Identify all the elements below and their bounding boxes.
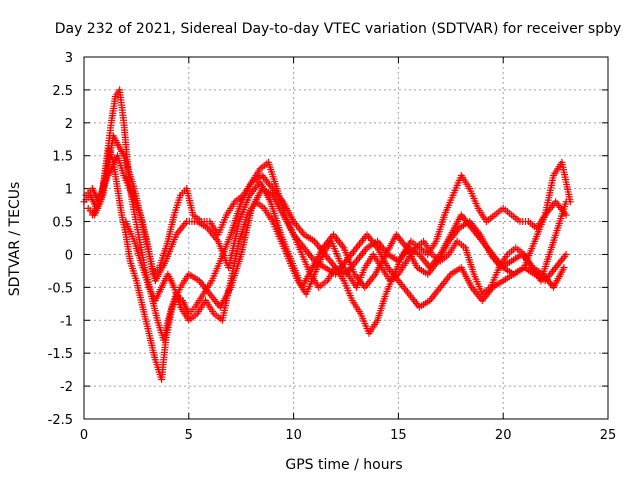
y-tick-label: 1 [65, 183, 73, 198]
y-tick-label: 3 [65, 51, 73, 66]
data-point [560, 264, 568, 272]
x-tick-label: 15 [390, 428, 407, 443]
y-tick-label: -1.5 [48, 347, 73, 362]
y-axis-label: SDTVAR / TECUs [7, 182, 23, 297]
y-tick-label: -2 [60, 380, 73, 395]
y-tick-label: -1 [60, 314, 73, 329]
chart-title: Day 232 of 2021, Sidereal Day-to-day VTE… [55, 21, 622, 37]
y-tick-labels: -2.5 -2 -1.5 -1 -0.5 0 0.5 1 1.5 2 2.5 3 [48, 51, 73, 428]
y-tick-label: 0 [65, 248, 73, 263]
x-tick-label: 20 [495, 428, 512, 443]
data-point [562, 211, 570, 219]
data-point [562, 250, 570, 258]
plot-frame [83, 56, 609, 420]
x-tick-label: 5 [185, 428, 193, 443]
x-tick-label: 10 [285, 428, 302, 443]
y-tick-label: 0.5 [52, 216, 73, 231]
y-tick-label: 2 [65, 117, 73, 132]
y-tick-label: 1.5 [52, 150, 73, 165]
x-tick-label: 0 [80, 428, 88, 443]
data-point [562, 198, 570, 206]
y-tick-label: -2.5 [48, 413, 73, 428]
x-tick-label: 25 [600, 428, 617, 443]
x-tick-labels: 0 5 10 15 20 25 [80, 428, 616, 443]
y-tick-label: -0.5 [48, 281, 73, 296]
y-tick-label: 2.5 [52, 84, 73, 99]
x-axis-label: GPS time / hours [285, 457, 402, 473]
data-points [80, 86, 574, 384]
